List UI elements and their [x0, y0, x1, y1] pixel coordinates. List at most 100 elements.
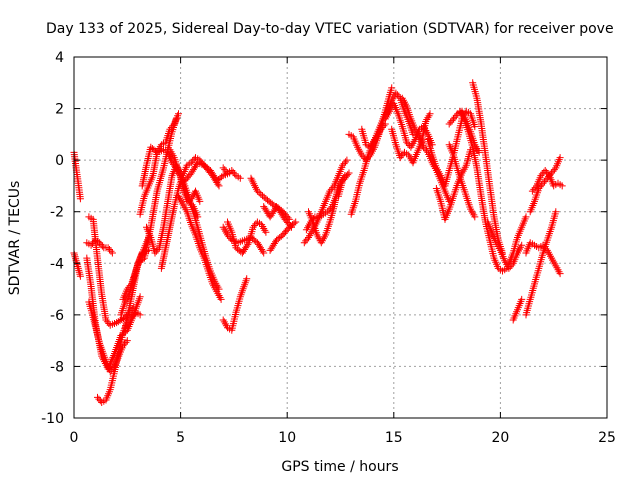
data-point — [251, 222, 258, 229]
data-point — [218, 173, 226, 181]
data-point — [277, 206, 285, 214]
data-point — [104, 244, 112, 252]
y-tick-label: -2 — [50, 205, 64, 221]
gridlines — [74, 57, 607, 418]
data-point — [345, 169, 353, 177]
data-point — [175, 110, 182, 118]
data-point — [339, 161, 347, 169]
series-sat-w — [260, 203, 293, 223]
y-tick-label: 0 — [55, 153, 64, 169]
x-tick-label: 5 — [176, 430, 185, 446]
x-tick-label: 20 — [491, 430, 509, 446]
data-point — [538, 181, 546, 189]
data-point — [217, 295, 225, 303]
data-point — [285, 215, 293, 223]
data-point — [215, 182, 223, 190]
x-tick-label: 15 — [385, 430, 403, 446]
data-point — [251, 182, 259, 190]
data-point — [249, 178, 257, 186]
data-point — [253, 187, 261, 195]
data-point — [388, 84, 396, 92]
data-point — [259, 247, 267, 255]
data-point — [344, 171, 352, 179]
data-point — [531, 184, 539, 192]
y-tick-label: 4 — [55, 50, 64, 66]
data-point — [395, 93, 403, 100]
data-point — [426, 110, 434, 118]
x-tick-label: 10 — [278, 430, 296, 446]
data-point — [343, 156, 351, 164]
data-point — [325, 206, 333, 214]
data-point — [107, 247, 115, 255]
series-sat-ar — [522, 208, 560, 319]
data-point — [136, 311, 144, 319]
data-point — [243, 275, 251, 283]
data-point — [125, 283, 133, 291]
data-point — [508, 261, 516, 269]
series-sat-x — [266, 218, 300, 254]
data-point — [76, 272, 84, 280]
data-point — [420, 143, 428, 151]
data-point — [123, 337, 131, 345]
series-sat-d — [85, 213, 138, 329]
series-sat-al — [445, 141, 479, 221]
data-point — [550, 166, 558, 174]
data-point — [247, 174, 255, 182]
x-axis-title: GPS time / hours — [281, 459, 398, 475]
data-point — [445, 120, 453, 128]
data-point — [169, 122, 177, 130]
data-point — [100, 356, 107, 364]
series-sat-k — [136, 110, 182, 218]
series-sat-aq — [509, 295, 526, 324]
series-sat-r — [219, 164, 244, 182]
series-sat-as — [522, 239, 564, 278]
data-point — [558, 182, 566, 190]
y-axis-title: SDTVAR / TECUs — [7, 181, 23, 296]
data-point — [518, 295, 526, 303]
series-sat-am — [456, 107, 511, 275]
data-point — [136, 293, 144, 301]
data-point — [292, 218, 300, 226]
data-point — [539, 241, 547, 249]
series-sat-s — [219, 275, 251, 334]
series-sat-ag — [388, 110, 434, 167]
data-point — [537, 172, 545, 180]
data-point — [154, 246, 162, 253]
data-point — [539, 179, 547, 187]
data-point — [106, 246, 113, 253]
axes: 0 5 10 15 20 25 -10 -8 -6 -4 -2 0 2 4 — [41, 50, 616, 446]
data-point — [151, 249, 159, 257]
x-tick-label: 0 — [70, 430, 79, 446]
series-sat-au — [528, 167, 566, 195]
data-point — [196, 197, 204, 205]
data-point — [290, 219, 298, 227]
series-sat-c — [83, 236, 116, 257]
data-point — [303, 235, 311, 243]
data-point — [259, 192, 266, 200]
data-point — [398, 152, 406, 160]
data-point — [451, 113, 459, 121]
data-point — [392, 89, 400, 97]
y-tick-label: 2 — [55, 102, 64, 118]
data-points — [70, 79, 566, 406]
series-sat-q — [181, 159, 234, 185]
data-point — [166, 125, 174, 133]
plot-border — [73, 56, 608, 419]
data-point — [556, 154, 564, 162]
data-point — [236, 174, 244, 182]
data-point — [231, 170, 239, 178]
data-point — [244, 240, 252, 248]
data-point — [518, 241, 526, 249]
data-point — [544, 170, 552, 178]
data-point — [284, 214, 292, 222]
data-point — [471, 213, 479, 221]
x-tick-label: 25 — [598, 430, 616, 446]
data-point — [409, 130, 417, 138]
data-point — [99, 354, 107, 362]
data-point — [358, 151, 366, 159]
data-point — [475, 148, 483, 156]
data-point — [152, 247, 160, 255]
data-point — [98, 242, 106, 250]
data-point — [542, 245, 550, 253]
